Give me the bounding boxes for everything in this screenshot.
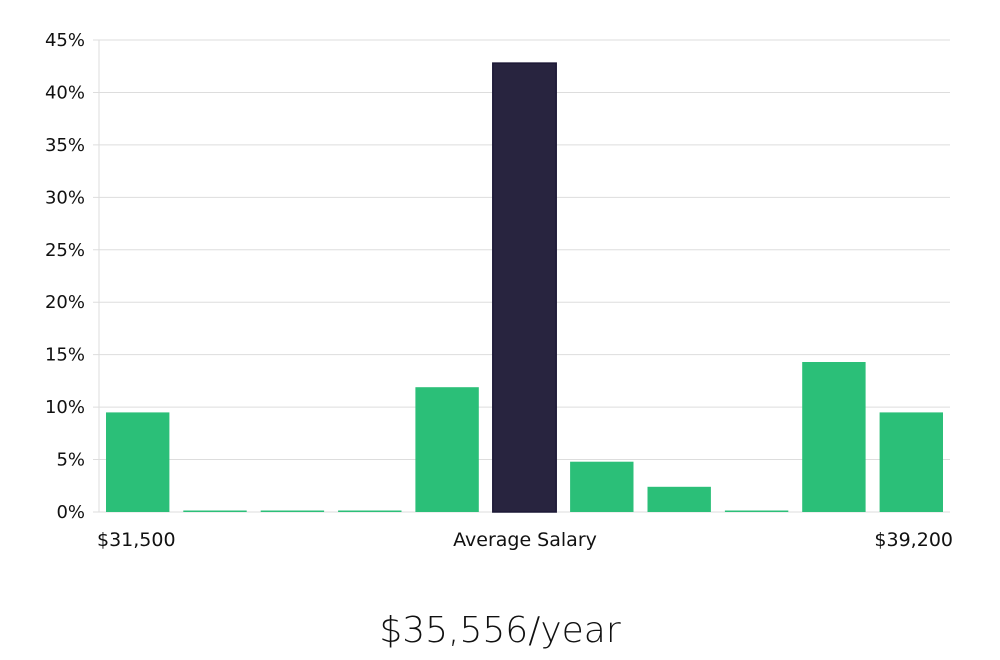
bar (106, 412, 170, 512)
y-tick-label: 5% (56, 450, 85, 471)
salary-histogram: 0% 5% 10% 15% 20% 25% 30% 35% 40% 45% (45, 30, 950, 523)
y-tick-label: 45% (45, 30, 85, 51)
bars (106, 62, 943, 513)
y-axis-tick-labels: 0% 5% 10% 15% 20% 25% 30% 35% 40% 45% (45, 30, 85, 523)
bar (183, 510, 247, 512)
y-tick-label: 10% (45, 397, 85, 418)
y-tick-label: 20% (45, 292, 85, 313)
bar (724, 510, 789, 512)
y-tick-label: 40% (45, 82, 85, 103)
bar (802, 362, 866, 512)
bar (415, 387, 479, 512)
bar (260, 510, 325, 512)
y-tick-label: 30% (45, 187, 85, 208)
x-label-max: $39,200 (874, 529, 953, 551)
average-salary-value: $35,556/year (379, 610, 621, 651)
bar (570, 461, 634, 512)
bar (879, 412, 943, 512)
bar-average (492, 62, 557, 513)
x-label-min: $31,500 (97, 529, 176, 551)
y-tick-label: 15% (45, 345, 85, 366)
x-label-average: Average Salary (453, 529, 597, 551)
bar (647, 486, 711, 512)
y-tick-label: 35% (45, 135, 85, 156)
y-tick-label: 25% (45, 240, 85, 261)
y-tick-label: 0% (56, 502, 85, 523)
bar (338, 510, 402, 512)
